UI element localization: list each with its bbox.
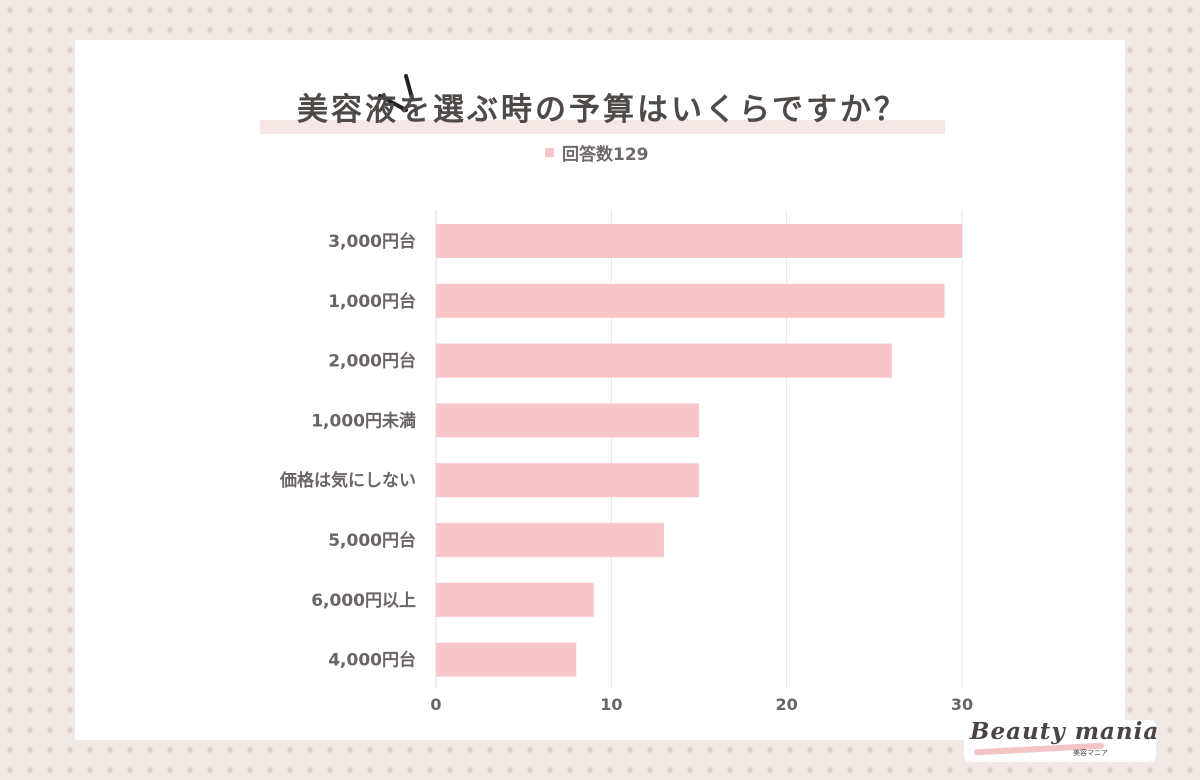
category-label: 5,000円台 <box>328 530 416 551</box>
x-tick-label: 0 <box>430 695 441 714</box>
category-label: 3,000円台 <box>328 231 416 252</box>
title-underline <box>260 120 945 134</box>
x-tick-label: 10 <box>600 695 622 714</box>
chart-card: 美容液を選ぶ時の予算はいくらですか？ <box>75 40 1125 740</box>
category-label: 1,000円未満 <box>311 410 416 431</box>
chart-title: 美容液を選ぶ時の予算はいくらですか？ <box>296 92 909 128</box>
category-label: 6,000円以上 <box>311 591 416 611</box>
bar <box>436 403 699 438</box>
category-label: 4,000円台 <box>328 650 416 671</box>
bar <box>436 283 945 318</box>
category-label: 2,000円台 <box>328 351 416 372</box>
legend: 回答数129 <box>545 142 649 165</box>
brand-logo: Beauty mania 美容マニア <box>964 716 1158 766</box>
logo-text: Beauty mania <box>970 718 1160 745</box>
legend-label: 回答数129 <box>562 144 649 165</box>
bar <box>436 523 664 557</box>
bar <box>436 463 699 498</box>
category-label: 価格は気にしない <box>279 470 416 491</box>
bar <box>436 582 594 617</box>
category-label: 1,000円台 <box>328 291 416 312</box>
x-tick-label: 20 <box>776 695 798 714</box>
title-block: 美容液を選ぶ時の予算はいくらですか？ <box>260 74 945 136</box>
bar <box>436 642 577 677</box>
bar <box>436 224 962 258</box>
bar <box>436 343 892 378</box>
x-tick-label: 30 <box>951 695 973 714</box>
legend-swatch <box>545 147 554 157</box>
logo-subtext: 美容マニア <box>1073 749 1108 757</box>
